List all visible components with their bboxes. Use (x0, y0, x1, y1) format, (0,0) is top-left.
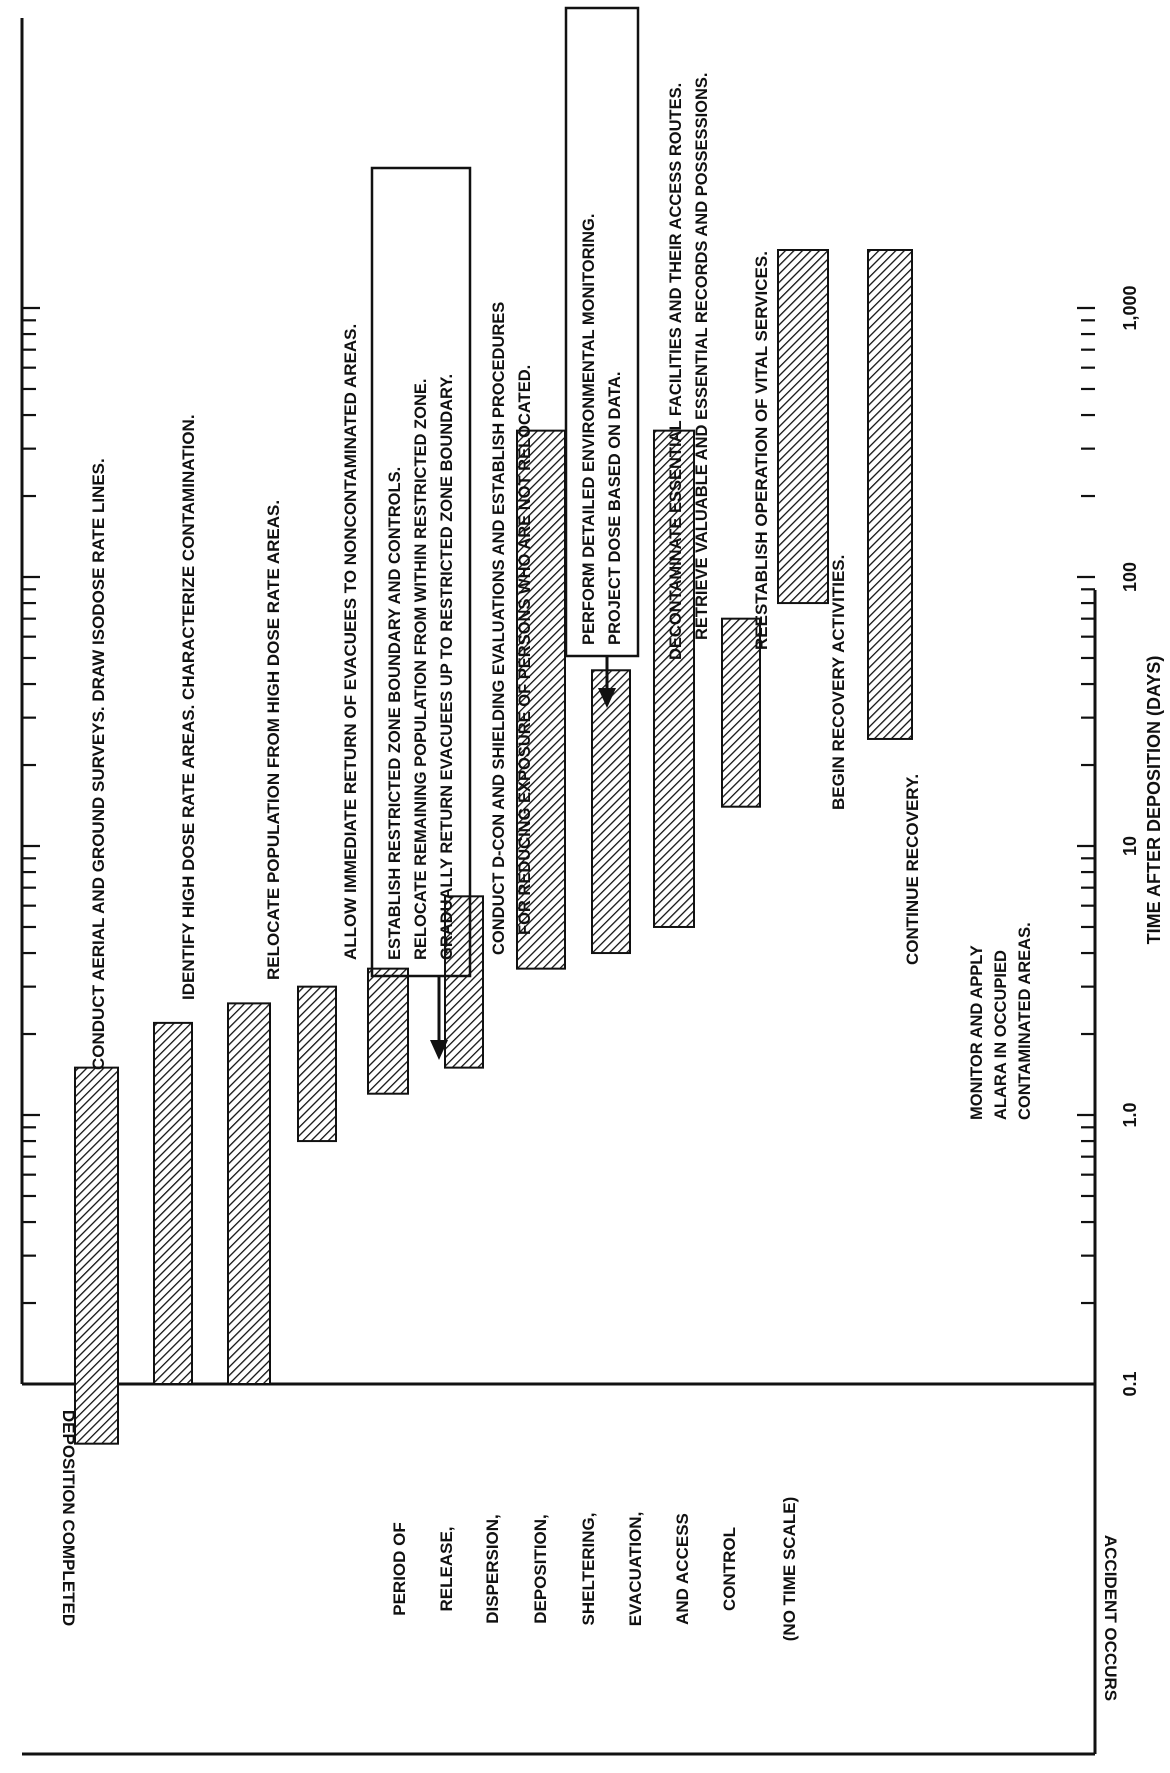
task-labels: CONDUCT AERIAL AND GROUND SURVEYS. DRAW … (89, 73, 1034, 1121)
task-label-relocate-high-dose: RELOCATE POPULATION FROM HIGH DOSE RATE … (264, 500, 283, 980)
task-label-begin-recovery: BEGIN RECOVERY ACTIVITIES. (829, 555, 848, 810)
task-label-reestablish-services: REESTABLISH OPERATION OF VITAL SERVICES. (752, 251, 771, 650)
left-panel-line: CONTROL (720, 1527, 739, 1611)
task-label-decontaminate: DECONTAMINATE ESSENTIAL FACILITIES AND T… (667, 73, 711, 661)
time-axis-tick-labels: 0.1 1.0 10 100 1,000 (1120, 285, 1140, 1396)
task-bar (444, 895, 484, 1069)
task-bar (74, 1066, 119, 1445)
tick-label: 100 (1120, 562, 1140, 592)
task-label-aerial-surveys: CONDUCT AERIAL AND GROUND SURVEYS. DRAW … (89, 458, 108, 1070)
accident-occurs-label: ACCIDENT OCCURS (1101, 1535, 1120, 1701)
tick-label: 10 (1120, 836, 1140, 856)
left-panel-line: EVACUATION, (626, 1512, 645, 1627)
task-label-establish-zone: ESTABLISH RESTRICTED ZONE BOUNDARY AND C… (386, 374, 456, 960)
no-time-scale-note: (NO TIME SCALE) (780, 1497, 799, 1642)
task-bar (227, 1002, 271, 1386)
left-panel-line: SHELTERING, (579, 1512, 598, 1625)
task-bar (721, 617, 761, 808)
task-label-perform-monitoring: PERFORM DETAILED ENVIRONMENTAL MONITORIN… (580, 209, 624, 645)
task-label-allow-return: ALLOW IMMEDIATE RETURN OF EVACUEES TO NO… (341, 324, 360, 960)
task-bar (367, 967, 409, 1095)
tick-label: 1.0 (1120, 1102, 1140, 1127)
task-bar (516, 429, 566, 970)
task-label-continue-recovery: CONTINUE RECOVERY. (903, 774, 922, 965)
restricted-zone-arrowhead (430, 1040, 448, 1060)
task-bars (74, 249, 913, 1445)
task-bar (591, 669, 631, 955)
x-axis-title: TIME AFTER DEPOSITION (DAYS) (1144, 656, 1164, 945)
monitoring-box (564, 6, 640, 658)
task-label-dcon-evaluation: CONDUCT D-CON AND SHIELDING EVALUATIONS … (490, 297, 534, 955)
monitoring-arrowhead (598, 688, 616, 708)
left-panel-line: AND ACCESS (673, 1513, 692, 1625)
deposition-completed-label: DEPOSITION COMPLETED (59, 1410, 78, 1626)
left-panel-line: DISPERSION, (483, 1514, 502, 1624)
task-bar (653, 429, 695, 928)
tick-label: 1,000 (1120, 285, 1140, 330)
tick-label: 0.1 (1120, 1371, 1140, 1396)
restricted-zone-box (370, 166, 472, 978)
task-bar (153, 1021, 193, 1385)
task-label-monitor-alara: MONITOR AND APPLY ALARA IN OCCUPIED CONT… (968, 922, 1034, 1120)
task-bar (867, 249, 913, 740)
time-axis-ticks (22, 306, 1095, 1386)
left-panel-line: RELEASE, (437, 1526, 456, 1611)
task-bar (297, 985, 337, 1143)
task-label-identify-high-dose: IDENTIFY HIGH DOSE RATE AREAS. CHARACTER… (179, 414, 198, 1000)
left-panel-line: PERIOD OF (390, 1522, 409, 1616)
left-panel-line: DEPOSITION, (531, 1514, 550, 1624)
task-bar (777, 249, 829, 605)
left-panel-text: PERIOD OF RELEASE, DISPERSION, DEPOSITIO… (390, 1497, 799, 1642)
